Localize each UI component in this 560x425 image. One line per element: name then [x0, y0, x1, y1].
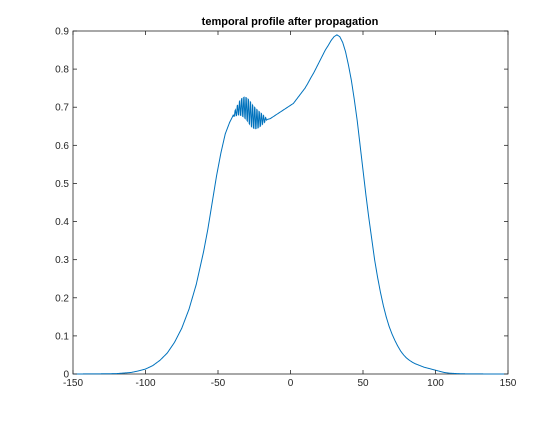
y-tick-label: 0.9 — [55, 27, 69, 38]
axes-box — [72, 30, 509, 375]
y-tick-label: 0.6 — [55, 141, 69, 152]
x-axis-ticks: -150 -100 -50 0 50 100 150 — [63, 31, 517, 389]
x-tick-label: 100 — [427, 378, 444, 389]
y-tick-label: 0.5 — [55, 179, 69, 190]
y-tick-label: 0.3 — [55, 255, 69, 266]
y-axis-ticks: 0 0.1 0.2 0.3 0.4 0.5 0.6 0.7 0.8 0.9 — [55, 27, 508, 381]
x-tick-label: 150 — [500, 378, 517, 389]
x-tick-label: -100 — [135, 378, 155, 389]
y-tick-label: 0.1 — [55, 331, 69, 342]
y-tick-label: 0 — [63, 370, 69, 381]
plot-area: -150 -100 -50 0 50 100 150 0 0.1 0.2 0.3 0.4 0.5 0.6… — [55, 27, 517, 390]
y-tick-label: 0.4 — [55, 217, 69, 228]
x-tick-label: 50 — [357, 378, 369, 389]
x-tick-label: -150 — [63, 378, 83, 389]
y-tick-label: 0.7 — [55, 103, 69, 114]
chart-title: temporal profile after propagation — [202, 16, 379, 28]
x-tick-label: 0 — [288, 378, 294, 389]
x-tick-label: -50 — [211, 378, 226, 389]
y-tick-label: 0.2 — [55, 293, 69, 304]
y-tick-label: 0.8 — [55, 65, 69, 76]
